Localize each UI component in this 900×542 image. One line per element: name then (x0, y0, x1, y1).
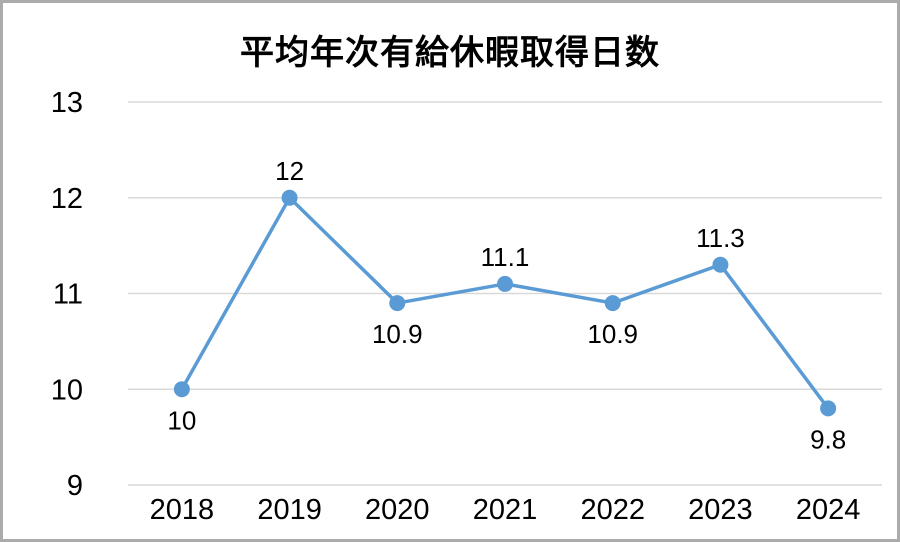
y-axis-tick-label: 13 (51, 87, 83, 119)
data-point-marker (389, 295, 406, 312)
data-point-marker (712, 256, 729, 273)
line-chart-canvas: 9 10 11 12 13 2018 2019 2020 2021 2022 2023 2024 10 1… (51, 87, 882, 526)
data-point-marker (281, 189, 298, 206)
y-axis-tick-label: 10 (51, 374, 83, 406)
x-axis-tick-label: 2018 (150, 494, 215, 526)
data-point-marker (497, 275, 513, 292)
x-axis-tick-label: 2020 (365, 494, 430, 526)
data-point-marker (173, 381, 190, 398)
data-point-label: 9.8 (810, 424, 846, 454)
x-axis-tick-label: 2021 (473, 494, 538, 526)
data-point-label: 10.9 (587, 319, 638, 349)
y-axis-tick-label: 9 (67, 470, 83, 502)
x-axis-tick-label: 2023 (688, 494, 753, 526)
data-point-marker (604, 295, 621, 312)
data-point-label: 10 (167, 405, 196, 435)
data-point-label: 10.9 (372, 319, 423, 349)
x-axis-tick-label: 2022 (580, 494, 645, 526)
data-point-label: 11.1 (481, 242, 530, 272)
y-axis-tick-label: 12 (51, 183, 83, 215)
data-point-label: 12 (275, 156, 304, 186)
y-axis-tick-label: 11 (53, 279, 83, 311)
data-point-marker (820, 400, 837, 417)
x-axis-tick-label: 2024 (796, 494, 861, 526)
chart-title: 平均年次有給休暇取得日数 (240, 34, 660, 72)
data-point-label: 11.3 (696, 223, 745, 253)
x-axis-tick-label: 2019 (257, 494, 322, 526)
